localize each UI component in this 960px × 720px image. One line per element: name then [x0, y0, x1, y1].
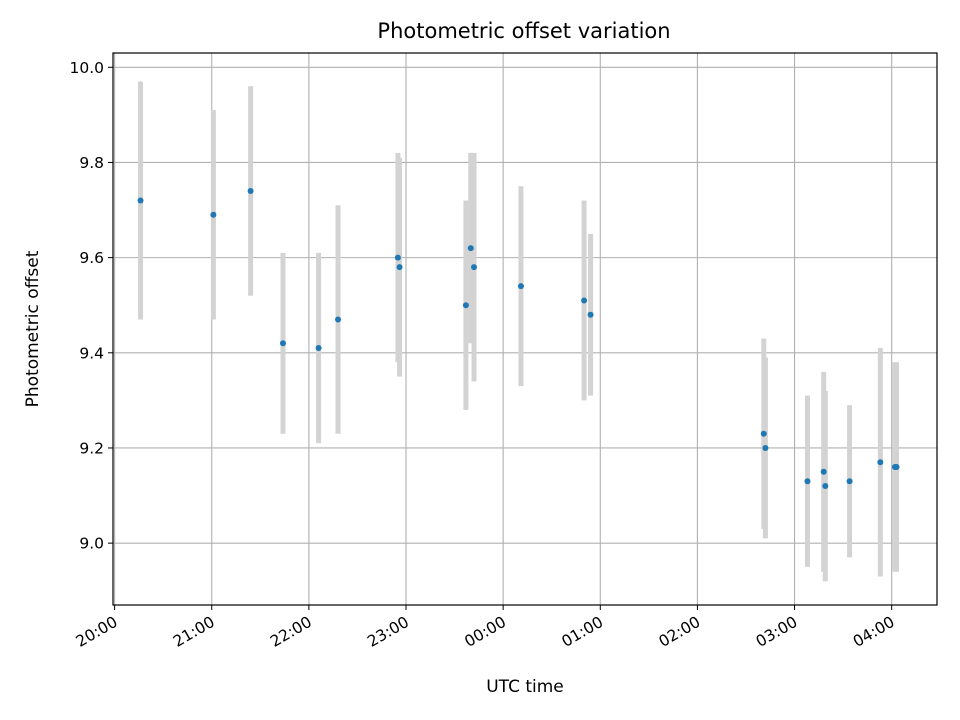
data-point — [210, 211, 217, 218]
y-axis-ticks: 9.0 9.2 9.4 9.6 9.8 10.0 — [69, 59, 113, 553]
data-point — [804, 478, 811, 485]
data-point — [893, 464, 900, 470]
data-point — [247, 188, 254, 194]
y-tick-label: 9.2 — [79, 439, 104, 457]
data-point — [822, 483, 829, 490]
data-point — [467, 245, 474, 252]
grid — [113, 53, 937, 605]
data-point — [581, 297, 588, 304]
y-tick-label: 9.4 — [79, 344, 104, 362]
y-tick-label: 9.0 — [79, 535, 104, 553]
data-point — [462, 302, 469, 309]
chart-title: Photometric offset variation — [377, 19, 670, 43]
data-point — [517, 283, 524, 290]
y-tick-label: 9.6 — [79, 249, 104, 267]
data-point — [471, 264, 478, 271]
data-point — [137, 197, 144, 204]
data-point — [396, 264, 403, 271]
data-point — [315, 345, 322, 352]
y-axis-label: Photometric offset — [23, 250, 43, 407]
data-point — [760, 430, 767, 437]
data-point — [279, 340, 286, 347]
data-point — [820, 468, 827, 475]
y-tick-label: 9.8 — [79, 154, 104, 172]
data-point — [877, 459, 884, 466]
data-point — [846, 478, 853, 485]
data-point — [335, 316, 342, 323]
data-points — [137, 188, 900, 490]
data-point — [394, 254, 401, 261]
y-tick-label: 10.0 — [69, 59, 104, 77]
data-point — [587, 311, 594, 318]
x-axis-label: UTC time — [486, 677, 564, 697]
plot-frame — [112, 52, 938, 606]
data-point — [762, 444, 769, 451]
